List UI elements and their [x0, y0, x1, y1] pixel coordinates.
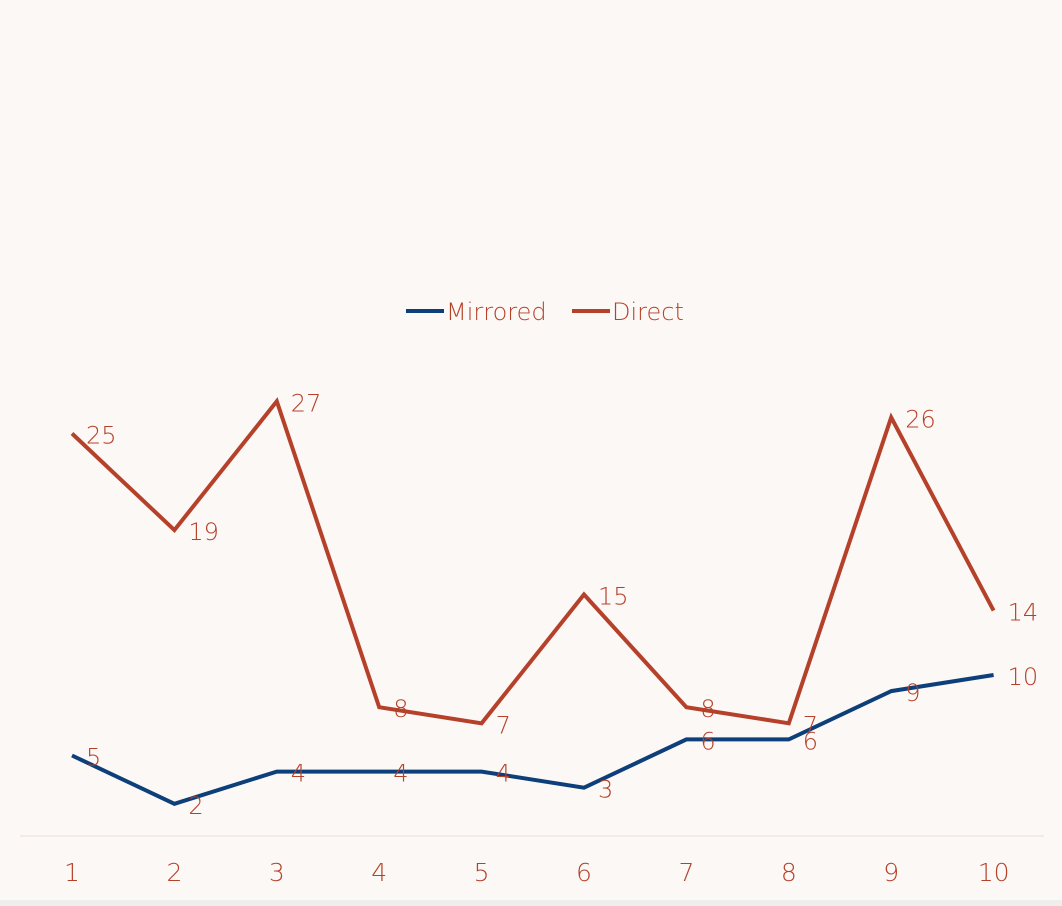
x-tick-label-7: 7	[678, 858, 694, 887]
x-tick-label-8: 8	[781, 858, 797, 887]
data-label-direct-1: 25	[86, 422, 117, 450]
data-label-direct-9: 26	[905, 405, 936, 433]
data-labels: 5 2 4 4 4 3 6 6 9 10 25 19 27 8 7 15 8 7 26 14	[86, 389, 1038, 820]
plot-area	[70, 397, 996, 806]
series-line-direct	[70, 397, 996, 726]
x-tick-label-6: 6	[576, 858, 592, 887]
legend-label-direct: Direct	[612, 298, 684, 326]
x-tick-label-5: 5	[474, 858, 490, 887]
legend-label-mirrored: Mirrored	[446, 298, 547, 326]
data-label-mirrored-7: 6	[700, 727, 715, 755]
data-label-mirrored-5: 4	[496, 760, 511, 788]
x-tick-label-4: 4	[371, 858, 387, 887]
x-tick-label-2: 2	[166, 858, 182, 887]
x-tick-label-3: 3	[269, 858, 285, 887]
x-tick-label-10: 10	[978, 858, 1010, 887]
x-axis-tick-labels: 1 2 3 4 5 6 7 8 9 10	[64, 858, 1009, 887]
data-label-direct-3: 27	[291, 389, 322, 417]
data-label-mirrored-4: 4	[393, 760, 408, 788]
data-label-direct-4: 8	[393, 695, 408, 723]
data-label-mirrored-6: 3	[598, 776, 613, 804]
x-tick-label-9: 9	[883, 858, 899, 887]
data-label-mirrored-2: 2	[188, 792, 203, 820]
data-label-mirrored-8: 6	[803, 727, 818, 755]
data-label-direct-10: 14	[1008, 599, 1039, 627]
data-label-mirrored-3: 4	[291, 760, 306, 788]
data-label-direct-5: 7	[496, 711, 511, 739]
data-label-direct-6: 15	[598, 583, 629, 611]
data-label-direct-2: 19	[188, 518, 219, 546]
x-tick-label-1: 1	[64, 858, 80, 887]
data-label-direct-7: 8	[700, 695, 715, 723]
data-label-mirrored-9: 9	[905, 679, 920, 707]
legend: Mirrored Direct	[406, 298, 684, 326]
data-label-mirrored-1: 5	[86, 744, 101, 772]
data-label-mirrored-10: 10	[1008, 663, 1039, 691]
data-label-direct-8: 7	[803, 711, 818, 739]
series-line-mirrored	[71, 673, 994, 806]
